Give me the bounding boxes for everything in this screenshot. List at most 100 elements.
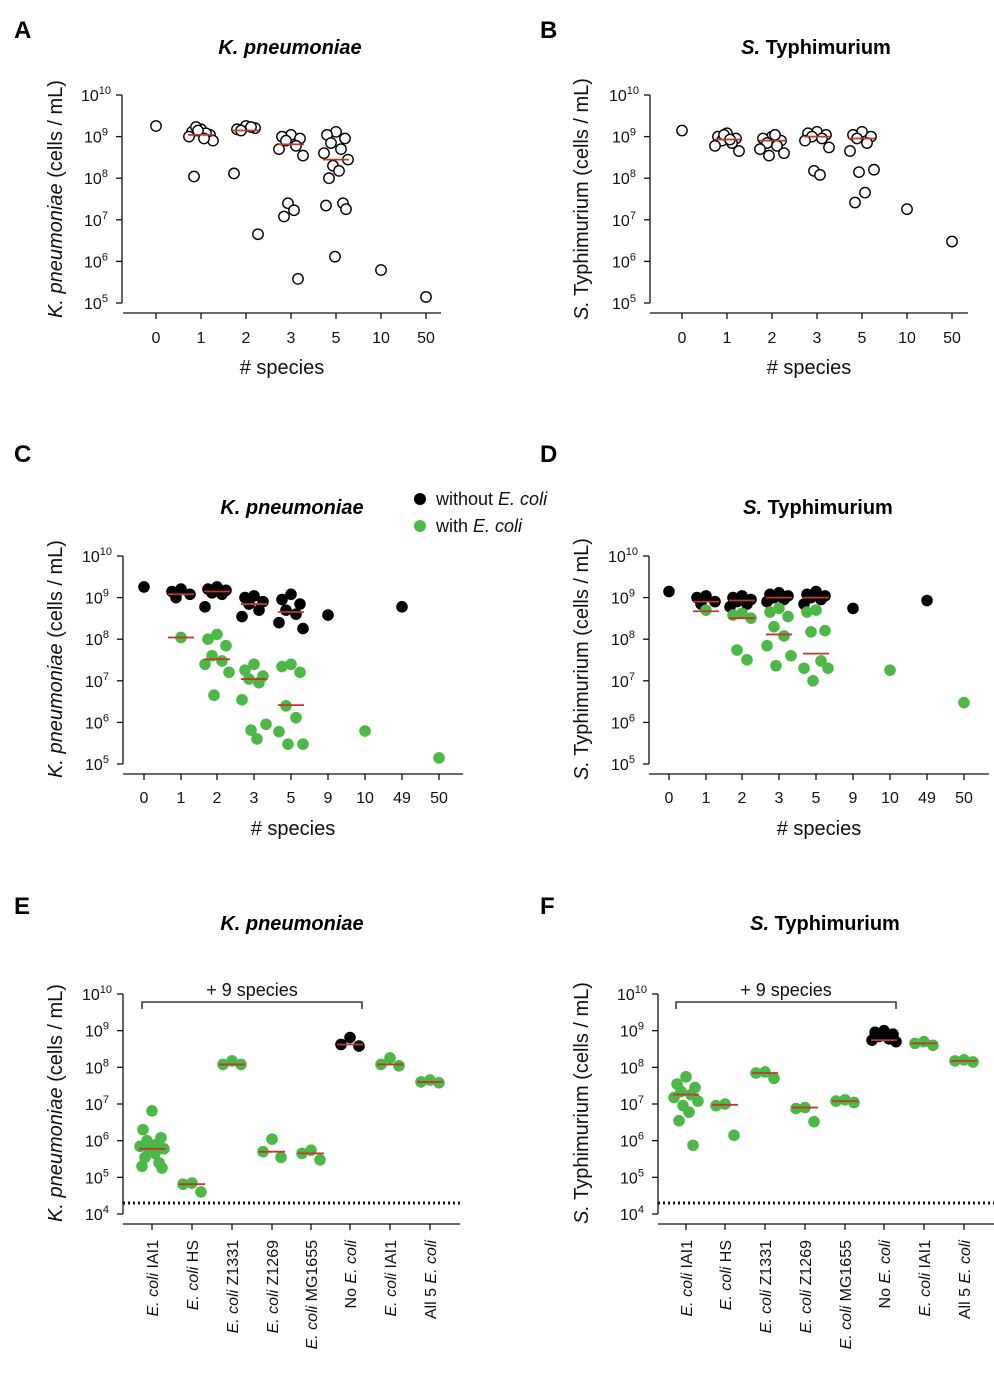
- data-point: [946, 235, 958, 248]
- panel-title: K. pneumoniae: [220, 497, 363, 519]
- data-point: [967, 1056, 979, 1068]
- text-span: Z1331: [225, 1240, 242, 1290]
- text-span: S.: [741, 37, 760, 59]
- text-span: 10: [612, 130, 630, 147]
- text-span: 1: [177, 790, 186, 807]
- x-tick-label: E. coli IAI1: [383, 1240, 400, 1317]
- text-span: (cells / mL): [45, 540, 67, 643]
- data-point: [276, 593, 288, 606]
- text-span: (cells / mL): [45, 80, 67, 183]
- text-span: E. coli: [225, 1289, 242, 1333]
- panel-letter: A: [14, 17, 31, 44]
- text-span: # species: [767, 357, 852, 379]
- x-tick-label: E. coli IAI1: [679, 1240, 696, 1317]
- y-tick-label: 107: [85, 671, 109, 691]
- text-span: MG1655: [304, 1240, 321, 1306]
- y-tick-label: 108: [611, 629, 635, 649]
- text-span: 5: [103, 754, 109, 766]
- data-point: [245, 724, 257, 736]
- text-span: MG1655: [838, 1240, 855, 1306]
- text-span: 10: [85, 1060, 103, 1077]
- text-span: E: [14, 893, 30, 920]
- text-span: 0: [140, 790, 149, 807]
- text-span: 10: [627, 85, 639, 97]
- data-point: [251, 733, 263, 745]
- x-tick-label: 0: [678, 330, 687, 347]
- text-span: Z1269: [798, 1240, 815, 1290]
- text-span: 6: [630, 251, 636, 263]
- text-span: 9: [102, 127, 108, 139]
- text-span: 10: [612, 171, 630, 188]
- text-span: 5: [630, 293, 636, 305]
- y-tick-label: 1010: [81, 85, 111, 105]
- y-tick-label: 107: [84, 210, 108, 230]
- text-span: # species: [777, 818, 862, 840]
- data-point: [228, 167, 240, 180]
- x-tick-label: 2: [738, 790, 747, 807]
- text-span: 3: [775, 790, 784, 807]
- text-span: IAI1: [679, 1240, 696, 1273]
- panel-title: K. pneumoniae: [220, 913, 363, 935]
- text-span: 8: [630, 168, 636, 180]
- x-tick-label: 0: [665, 790, 674, 807]
- data-point: [433, 752, 445, 764]
- data-point: [420, 291, 432, 303]
- data-point: [137, 1123, 149, 1136]
- data-point: [275, 1151, 287, 1164]
- data-point: [849, 196, 861, 209]
- data-point: [285, 588, 297, 601]
- data-point: [839, 1094, 851, 1106]
- text-span: 50: [430, 790, 448, 807]
- text-span: E. coli: [473, 516, 523, 536]
- x-tick-label: 10: [372, 330, 390, 347]
- data-point: [353, 1040, 365, 1052]
- y-tick-label: 106: [620, 1131, 644, 1151]
- text-span: F: [540, 893, 555, 920]
- text-span: E. coli: [304, 1305, 321, 1349]
- x-tick-label: 1: [197, 330, 206, 347]
- x-tick-label: 2: [242, 330, 251, 347]
- x-tick-label: E. coli IAI1: [145, 1240, 162, 1317]
- data-point: [344, 1031, 356, 1044]
- bracket-label: + 9 species: [740, 980, 832, 1000]
- text-span: 10: [85, 1207, 103, 1224]
- text-span: 9: [849, 790, 858, 807]
- text-span: 10: [611, 591, 629, 608]
- x-tick-label: 0: [140, 790, 149, 807]
- data-point: [859, 186, 871, 199]
- data-point: [763, 149, 775, 162]
- text-span: E. coli: [498, 489, 548, 509]
- data-point: [798, 662, 810, 675]
- text-span: 9: [324, 790, 333, 807]
- text-span: 10: [620, 1024, 638, 1041]
- x-tick-label: 1: [723, 330, 732, 347]
- y-tick-label: 105: [611, 754, 635, 774]
- data-point: [816, 132, 828, 145]
- text-span: 10: [620, 1060, 638, 1077]
- text-span: C: [14, 441, 31, 468]
- text-span: + 9 species: [206, 980, 298, 1000]
- data-point: [216, 655, 228, 667]
- text-span: 3: [813, 330, 822, 347]
- x-tick-label: 50: [943, 330, 961, 347]
- text-span: 10: [612, 213, 630, 230]
- data-point: [245, 121, 257, 133]
- text-span: 5: [638, 1167, 644, 1179]
- data-point: [848, 1096, 860, 1109]
- y-tick-label: 108: [85, 629, 109, 649]
- bracket: [141, 1001, 363, 1009]
- x-tick-label: 50: [955, 790, 973, 807]
- text-span: 10: [99, 85, 111, 97]
- x-tick-label: 3: [287, 330, 296, 347]
- text-span: 7: [629, 671, 635, 683]
- text-span: Z1331: [758, 1240, 775, 1290]
- panel-title: S. Typhimurium: [741, 37, 891, 59]
- data-point: [290, 608, 302, 620]
- x-tick-label: 2: [768, 330, 777, 347]
- text-span: 10: [85, 1170, 103, 1187]
- data-point: [799, 134, 811, 147]
- text-span: D: [540, 441, 557, 468]
- text-span: E. coli: [145, 1272, 162, 1316]
